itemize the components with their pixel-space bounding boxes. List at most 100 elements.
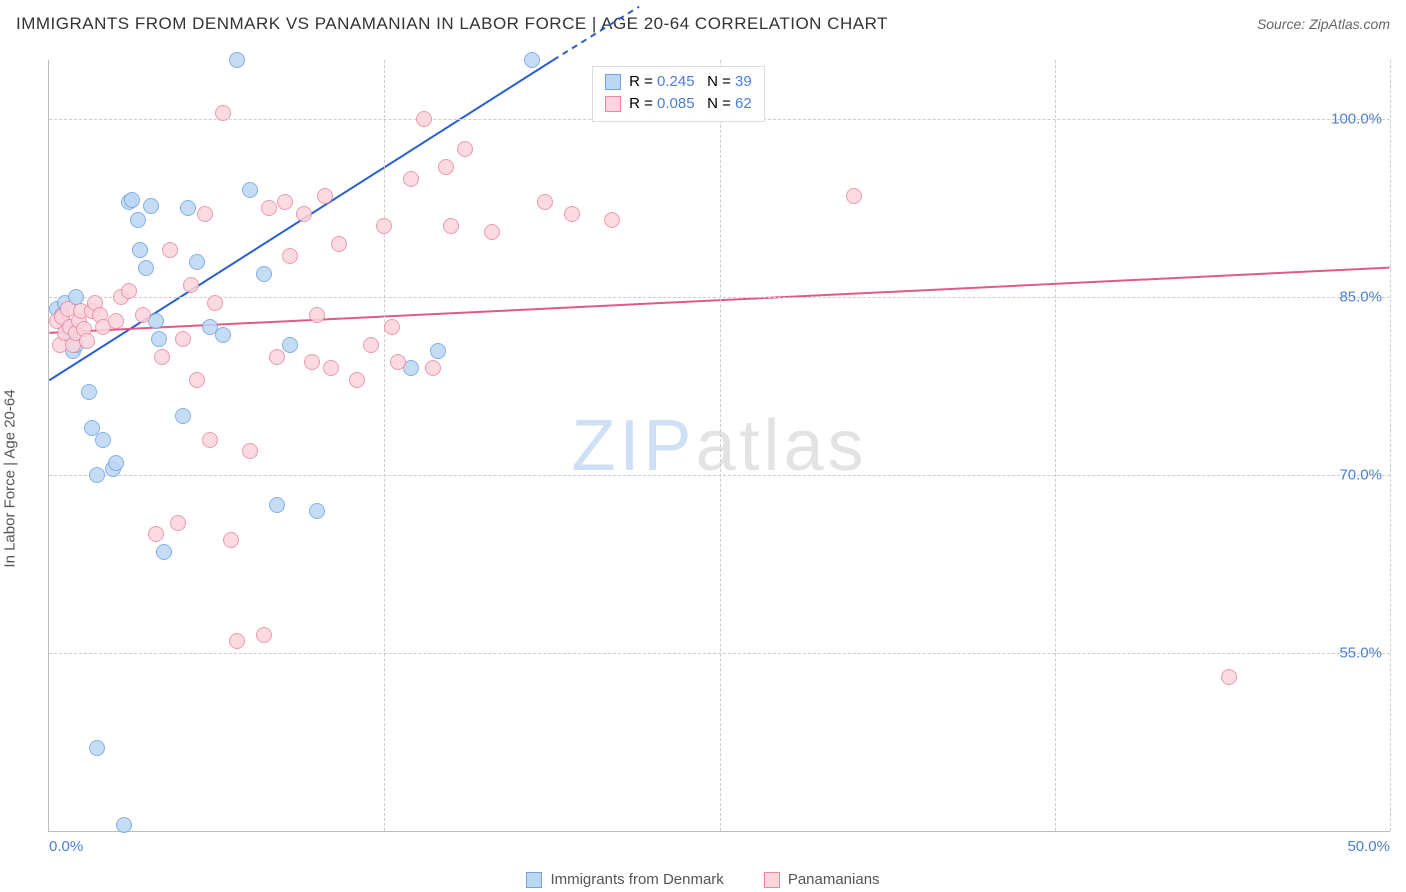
- legend-swatch-bottom-denmark: [526, 872, 542, 888]
- scatter-point-panama: [376, 218, 392, 234]
- gridline-vertical: [720, 60, 721, 831]
- scatter-point-denmark: [130, 212, 146, 228]
- scatter-point-panama: [403, 171, 419, 187]
- scatter-point-denmark: [256, 266, 272, 282]
- legend-label-panama: Panamanians: [788, 871, 880, 888]
- scatter-point-denmark: [269, 497, 285, 513]
- scatter-point-panama: [135, 307, 151, 323]
- scatter-point-panama: [296, 206, 312, 222]
- legend-row-panama: R = 0.085 N = 62: [605, 93, 752, 115]
- scatter-point-panama: [162, 242, 178, 258]
- scatter-point-denmark: [430, 343, 446, 359]
- scatter-point-denmark: [124, 192, 140, 208]
- legend-correlation-box: R = 0.245 N = 39R = 0.085 N = 62: [592, 66, 765, 122]
- scatter-point-panama: [604, 212, 620, 228]
- scatter-point-panama: [457, 141, 473, 157]
- scatter-point-panama: [323, 360, 339, 376]
- scatter-point-panama: [438, 159, 454, 175]
- scatter-point-panama: [309, 307, 325, 323]
- scatter-point-panama: [108, 313, 124, 329]
- gridline-vertical: [1390, 60, 1391, 831]
- scatter-point-panama: [564, 206, 580, 222]
- scatter-point-panama: [331, 236, 347, 252]
- legend-bottom: Immigrants from Denmark Panamanians: [0, 871, 1406, 888]
- scatter-point-denmark: [309, 503, 325, 519]
- scatter-point-panama: [189, 372, 205, 388]
- scatter-point-denmark: [215, 327, 231, 343]
- scatter-point-denmark: [143, 198, 159, 214]
- y-axis-label: In Labor Force | Age 20-64: [2, 389, 19, 567]
- x-tick-label-min: 0.0%: [49, 838, 83, 855]
- scatter-point-panama: [277, 194, 293, 210]
- y-tick-label: 70.0%: [1339, 467, 1382, 484]
- scatter-point-panama: [197, 206, 213, 222]
- legend-swatch-panama: [605, 96, 621, 112]
- scatter-point-denmark: [138, 260, 154, 276]
- scatter-point-denmark: [229, 52, 245, 68]
- scatter-point-denmark: [156, 544, 172, 560]
- scatter-point-panama: [384, 319, 400, 335]
- scatter-point-panama: [443, 218, 459, 234]
- scatter-point-denmark: [108, 455, 124, 471]
- scatter-point-panama: [846, 188, 862, 204]
- scatter-point-panama: [121, 283, 137, 299]
- scatter-point-denmark: [151, 331, 167, 347]
- legend-swatch-denmark: [605, 74, 621, 90]
- scatter-point-denmark: [89, 740, 105, 756]
- scatter-point-denmark: [89, 467, 105, 483]
- scatter-point-panama: [537, 194, 553, 210]
- watermark-atlas: atlas: [695, 406, 867, 486]
- legend-label-denmark: Immigrants from Denmark: [550, 871, 723, 888]
- scatter-point-panama: [416, 111, 432, 127]
- scatter-point-panama: [154, 349, 170, 365]
- scatter-point-panama: [256, 627, 272, 643]
- legend-stats-panama: R = 0.085 N = 62: [629, 93, 752, 115]
- scatter-point-panama: [207, 295, 223, 311]
- scatter-point-panama: [242, 443, 258, 459]
- scatter-point-panama: [175, 331, 191, 347]
- scatter-point-denmark: [132, 242, 148, 258]
- chart-header: IMMIGRANTS FROM DENMARK VS PANAMANIAN IN…: [0, 0, 1406, 48]
- plot-region: ZIPatlas 55.0%70.0%85.0%100.0%0.0%50.0%R…: [48, 60, 1390, 832]
- scatter-point-panama: [484, 224, 500, 240]
- scatter-point-panama: [183, 277, 199, 293]
- scatter-point-panama: [304, 354, 320, 370]
- legend-stats-denmark: R = 0.245 N = 39: [629, 71, 752, 93]
- scatter-point-panama: [148, 526, 164, 542]
- scatter-point-panama: [202, 432, 218, 448]
- x-tick-label-max: 50.0%: [1347, 838, 1390, 855]
- scatter-point-panama: [390, 354, 406, 370]
- scatter-point-panama: [282, 248, 298, 264]
- gridline-vertical: [1055, 60, 1056, 831]
- scatter-point-panama: [79, 333, 95, 349]
- scatter-point-denmark: [524, 52, 540, 68]
- scatter-point-panama: [349, 372, 365, 388]
- scatter-point-denmark: [282, 337, 298, 353]
- scatter-point-panama: [261, 200, 277, 216]
- chart-area: In Labor Force | Age 20-64 ZIPatlas 55.0…: [0, 48, 1406, 892]
- y-tick-label: 85.0%: [1339, 289, 1382, 306]
- scatter-point-panama: [269, 349, 285, 365]
- scatter-point-panama: [215, 105, 231, 121]
- scatter-point-denmark: [95, 432, 111, 448]
- scatter-point-panama: [229, 633, 245, 649]
- scatter-point-denmark: [242, 182, 258, 198]
- scatter-point-denmark: [189, 254, 205, 270]
- scatter-point-panama: [1221, 669, 1237, 685]
- scatter-point-denmark: [175, 408, 191, 424]
- scatter-point-panama: [425, 360, 441, 376]
- scatter-point-denmark: [180, 200, 196, 216]
- scatter-point-denmark: [81, 384, 97, 400]
- y-tick-label: 100.0%: [1331, 111, 1382, 128]
- scatter-point-panama: [223, 532, 239, 548]
- y-tick-label: 55.0%: [1339, 645, 1382, 662]
- scatter-point-panama: [170, 515, 186, 531]
- legend-swatch-bottom-panama: [764, 872, 780, 888]
- legend-item-denmark: Immigrants from Denmark: [526, 871, 723, 888]
- legend-row-denmark: R = 0.245 N = 39: [605, 71, 752, 93]
- legend-item-panama: Panamanians: [764, 871, 880, 888]
- scatter-point-denmark: [116, 817, 132, 833]
- scatter-point-panama: [363, 337, 379, 353]
- chart-title: IMMIGRANTS FROM DENMARK VS PANAMANIAN IN…: [16, 14, 888, 34]
- gridline-vertical: [384, 60, 385, 831]
